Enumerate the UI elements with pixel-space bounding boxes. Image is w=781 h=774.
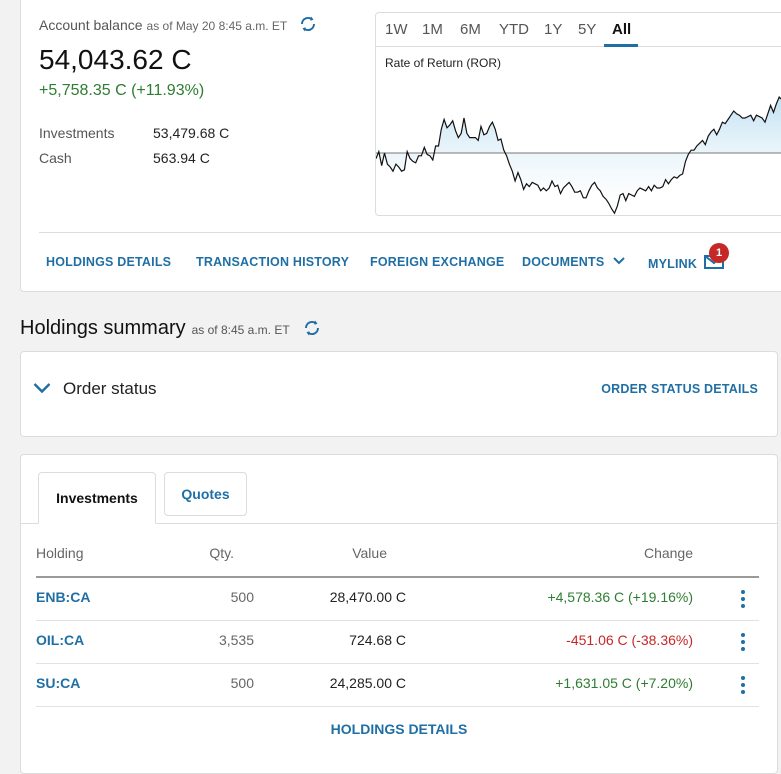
account-balance-value: 54,043.62 C bbox=[39, 44, 192, 75]
refresh-icon[interactable] bbox=[299, 15, 317, 36]
holding-change: +1,631.05 C (+7.20%) bbox=[555, 675, 693, 691]
chart-title: Rate of Return (ROR) bbox=[385, 56, 502, 70]
holding-change: +4,578.36 C (+19.16%) bbox=[547, 589, 693, 605]
holdings-summary-title: Holdings summary bbox=[20, 317, 186, 339]
documents-label: DOCUMENTS bbox=[522, 255, 605, 269]
ror-series-line bbox=[376, 95, 781, 215]
holdings-details-link[interactable]: HOLDINGS DETAILS bbox=[46, 255, 172, 269]
cash-label: Cash bbox=[39, 150, 72, 166]
table-row: OIL:CA 3,535 724.68 C -451.06 C (-38.36%… bbox=[36, 621, 759, 664]
transaction-history-link[interactable]: TRANSACTION HISTORY bbox=[196, 255, 350, 269]
account-balance-label: Account balance as of May 20 8:45 a.m. ET bbox=[39, 15, 317, 36]
order-status-card[interactable]: Order status ORDER STATUS DETAILS bbox=[20, 351, 778, 437]
mylink-badge: 1 bbox=[709, 243, 729, 263]
table-header-divider bbox=[36, 576, 759, 578]
tab-divider bbox=[21, 523, 777, 524]
more-options-icon[interactable] bbox=[731, 676, 755, 698]
range-tab-1w[interactable]: 1W bbox=[385, 21, 408, 38]
holdings-summary-heading: Holdings summary as of 8:45 a.m. ET bbox=[20, 317, 321, 340]
account-balance-change: +5,758.35 C (+11.93%) bbox=[39, 82, 205, 99]
column-header-holding: Holding bbox=[36, 545, 84, 561]
ror-area bbox=[376, 97, 781, 214]
investments-label: Investments bbox=[39, 125, 115, 141]
holding-value: 28,470.00 C bbox=[329, 589, 406, 605]
holdings-summary-as-of: as of 8:45 a.m. ET bbox=[191, 323, 290, 337]
table-row: ENB:CA 500 28,470.00 C +4,578.36 C (+19.… bbox=[36, 578, 759, 621]
account-balance-title: Account balance bbox=[39, 17, 143, 33]
account-card: Account balance as of May 20 8:45 a.m. ET… bbox=[20, 0, 781, 292]
range-tab-all[interactable]: All bbox=[612, 21, 632, 38]
order-status-details-link[interactable]: ORDER STATUS DETAILS bbox=[601, 382, 758, 396]
holding-change: -451.06 C (-38.36%) bbox=[566, 632, 693, 648]
holding-symbol[interactable]: OIL:CA bbox=[36, 632, 85, 648]
holding-symbol[interactable]: ENB:CA bbox=[36, 589, 91, 605]
range-tab-6m[interactable]: 6M bbox=[460, 21, 481, 38]
range-tab-1m[interactable]: 1M bbox=[422, 21, 443, 38]
investments-value: 53,479.68 C bbox=[153, 125, 230, 141]
range-tab-5y[interactable]: 5Y bbox=[578, 21, 597, 38]
cash-row: Cash 563.94 C bbox=[39, 150, 210, 166]
documents-link[interactable]: DOCUMENTS bbox=[522, 255, 625, 269]
foreign-exchange-link[interactable]: FOREIGN EXCHANGE bbox=[370, 255, 505, 269]
investments-row: Investments 53,479.68 C bbox=[39, 125, 229, 141]
order-status-label[interactable]: Order status bbox=[63, 379, 157, 398]
holding-qty: 500 bbox=[230, 589, 254, 605]
holding-value: 724.68 C bbox=[349, 632, 406, 648]
chevron-down-icon bbox=[613, 257, 625, 265]
column-header-change: Change bbox=[643, 545, 693, 561]
account-as-of: as of May 20 8:45 a.m. ET bbox=[146, 19, 288, 33]
holding-value: 24,285.00 C bbox=[329, 675, 406, 691]
ror-plot bbox=[376, 95, 781, 215]
active-range-indicator bbox=[604, 44, 638, 47]
ror-chart: 1W 1M 6M YTD 1Y 5Y All Rate of Return (R… bbox=[375, 12, 781, 216]
more-options-icon[interactable] bbox=[731, 590, 755, 612]
column-header-qty: Qty. bbox=[209, 545, 234, 561]
tab-investments[interactable]: Investments bbox=[38, 472, 156, 524]
range-tabs: 1W 1M 6M YTD 1Y 5Y All bbox=[376, 13, 781, 47]
range-tab-ytd[interactable]: YTD bbox=[499, 21, 529, 38]
chevron-down-icon[interactable] bbox=[33, 382, 51, 394]
mylink-label: MYLINK bbox=[648, 257, 698, 271]
cash-value: 563.94 C bbox=[153, 150, 210, 166]
tab-quotes[interactable]: Quotes bbox=[164, 472, 247, 516]
account-nav: HOLDINGS DETAILS TRANSACTION HISTORY FOR… bbox=[39, 232, 781, 290]
holdings-card: Investments Quotes Holding Qty. Value Ch… bbox=[20, 454, 778, 774]
holding-qty: 3,535 bbox=[218, 632, 254, 648]
holding-symbol[interactable]: SU:CA bbox=[36, 675, 81, 691]
more-options-icon[interactable] bbox=[731, 633, 755, 655]
holdings-details-footer-link[interactable]: HOLDINGS DETAILS bbox=[330, 721, 468, 737]
holding-qty: 500 bbox=[230, 675, 254, 691]
refresh-icon[interactable] bbox=[303, 319, 321, 337]
column-header-value: Value bbox=[352, 545, 387, 561]
table-row: SU:CA 500 24,285.00 C +1,631.05 C (+7.20… bbox=[36, 664, 759, 707]
range-tab-1y[interactable]: 1Y bbox=[544, 21, 563, 38]
